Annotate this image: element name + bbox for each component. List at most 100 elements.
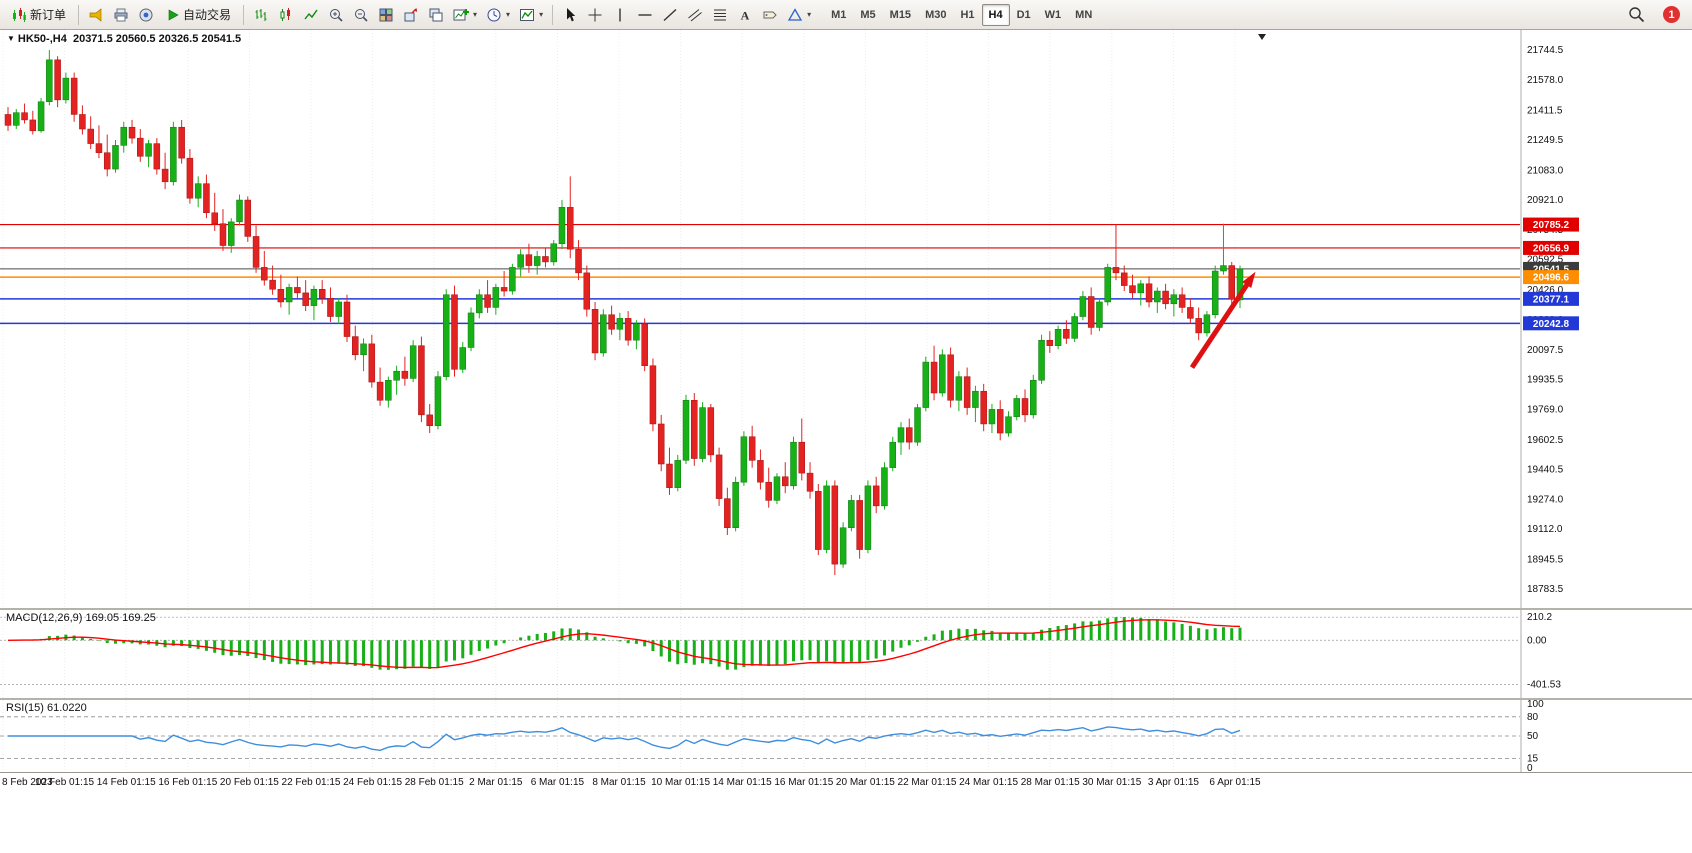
vertical-line-button[interactable] xyxy=(608,3,632,27)
arrange-windows-button[interactable] xyxy=(399,3,423,27)
timeframe-button-M15[interactable]: M15 xyxy=(889,8,912,21)
text-label-button[interactable] xyxy=(758,3,782,27)
price-scale-label: 21744.5 xyxy=(1527,45,1564,56)
arrow-shapes-icon xyxy=(787,7,803,21)
timeframe-button-M30[interactable]: M30 xyxy=(925,8,947,21)
toolbar-separator xyxy=(552,4,554,25)
channel-icon xyxy=(688,8,702,21)
vertical-gridlines xyxy=(2,610,1236,698)
indicators-icon xyxy=(520,8,535,21)
time-label: 8 Feb 2023 xyxy=(2,777,53,788)
time-label: 8 Mar 01:15 xyxy=(592,777,646,788)
timeframe-button-H1[interactable]: H1 xyxy=(960,8,975,21)
channel-button[interactable] xyxy=(683,3,707,27)
level-lines[interactable] xyxy=(0,223,1520,325)
svg-text:20541.5: 20541.5 xyxy=(1533,264,1570,275)
svg-text:20377.1: 20377.1 xyxy=(1533,294,1570,305)
time-label: 3 Apr 01:15 xyxy=(1147,777,1199,788)
timeframe-button-M5[interactable]: M5 xyxy=(860,8,876,21)
time-label: 22 Mar 01:15 xyxy=(897,777,957,788)
price-scale-label: 20592.5 xyxy=(1527,255,1564,266)
timeframe-button-M1[interactable]: M1 xyxy=(831,8,847,21)
line-chart-icon xyxy=(304,9,318,19)
timeframe-button-W1[interactable]: W1 xyxy=(1044,8,1062,21)
price-scale-label: 21578.0 xyxy=(1527,75,1564,86)
bar-chart-button[interactable] xyxy=(249,3,273,27)
toolbar-separator xyxy=(78,4,80,25)
fibonacci-icon xyxy=(714,9,727,20)
time-label: 14 Feb 01:15 xyxy=(96,777,156,788)
symbol-dropdown-icon[interactable]: ▼ xyxy=(7,34,15,43)
text-label-icon xyxy=(763,11,777,18)
new-order-label: 新订单 xyxy=(30,8,67,22)
cascade-windows-button[interactable] xyxy=(424,3,448,27)
sound-button[interactable] xyxy=(84,3,108,27)
zoom-out-button[interactable] xyxy=(349,3,373,27)
new-chart-icon xyxy=(453,8,470,20)
time-label: 6 Apr 01:15 xyxy=(1209,777,1261,788)
new-order-icon xyxy=(13,7,26,22)
chart-header[interactable]: ▼ HK50-,H4 20371.5 20560.5 20326.5 20541.… xyxy=(7,33,241,45)
macd-scale-label: -401.53 xyxy=(1527,679,1561,690)
horizontal-line-button[interactable] xyxy=(633,3,657,27)
price-scale-label: 19769.0 xyxy=(1527,405,1564,416)
timeframe-button-D1[interactable]: D1 xyxy=(1016,8,1031,21)
speaker-icon xyxy=(139,8,153,21)
vertical-gridlines xyxy=(2,30,1236,608)
svg-text:20785.2: 20785.2 xyxy=(1533,220,1570,231)
macd-scale-label: 0.00 xyxy=(1527,635,1547,646)
auto-trading-button[interactable]: 自动交易 xyxy=(159,3,238,27)
tile-windows-button[interactable] xyxy=(374,3,398,27)
periods-button[interactable]: ▾ xyxy=(482,3,514,27)
time-label: 6 Mar 01:15 xyxy=(530,777,585,788)
main-chart[interactable]: 21744.5 21578.0 21411.5 21249.5 21083.0 20921… xyxy=(0,30,1692,608)
time-axis[interactable]: 8 Feb 2023 10 Feb 01:15 14 Feb 01:15 16 Feb… xyxy=(0,772,1692,792)
price-scale-label: 21411.5 xyxy=(1527,106,1563,117)
timeframe-button-H4[interactable]: H4 xyxy=(981,3,1010,26)
shapes-button[interactable]: ▾ xyxy=(783,3,815,27)
macd-panel[interactable]: 210.2 0.00 -401.53 xyxy=(0,610,1692,698)
panel-splitter[interactable] xyxy=(0,608,1692,610)
svg-text:20496.6: 20496.6 xyxy=(1533,273,1570,284)
chevron-down-icon: ▾ xyxy=(539,9,544,19)
time-label: 20 Feb 01:15 xyxy=(219,777,279,788)
cursor-button[interactable] xyxy=(558,3,582,27)
chevron-down-icon: ▾ xyxy=(807,9,812,19)
new-chart-button[interactable]: ▾ xyxy=(449,3,481,27)
notification-badge[interactable]: 1 xyxy=(1663,6,1680,23)
macd-scale-label: 210.2 xyxy=(1527,612,1552,623)
line-chart-button[interactable] xyxy=(299,3,323,27)
rsi-scale-label: 50 xyxy=(1527,731,1539,742)
rsi-panel[interactable]: 100 80 50 150 xyxy=(0,700,1692,772)
search-button[interactable] xyxy=(1624,3,1649,27)
price-scale-label: 20097.5 xyxy=(1527,345,1564,356)
rsi-indicator-label: RSI(15) 61.0220 xyxy=(6,702,87,714)
chevron-down-icon: ▾ xyxy=(506,9,511,19)
candlestick-chart-button[interactable] xyxy=(274,3,298,27)
speaker-button[interactable] xyxy=(134,3,158,27)
new-order-button[interactable]: 新订单 xyxy=(4,3,73,27)
crosshair-button[interactable] xyxy=(583,3,607,27)
series-end-marker xyxy=(1258,34,1266,40)
zoom-in-button[interactable] xyxy=(324,3,348,27)
price-scale-label: 18783.5 xyxy=(1527,584,1564,595)
price-scale-label: 19602.5 xyxy=(1527,435,1564,446)
arrange-windows-icon xyxy=(404,7,418,21)
svg-text:20242.8: 20242.8 xyxy=(1533,319,1570,330)
clock-icon xyxy=(487,8,501,21)
chevron-down-icon: ▾ xyxy=(473,9,478,19)
indicators-button[interactable]: ▾ xyxy=(515,3,547,27)
zoom-in-icon xyxy=(330,8,343,22)
text-button[interactable]: A xyxy=(733,3,757,27)
trendline-button[interactable] xyxy=(658,3,682,27)
print-button[interactable] xyxy=(109,3,133,27)
trendline-icon xyxy=(663,8,677,21)
panel-splitter[interactable] xyxy=(0,698,1692,700)
fibonacci-button[interactable] xyxy=(708,3,732,27)
price-badge-20785.2 xyxy=(1523,217,1579,232)
timeframe-button-MN[interactable]: MN xyxy=(1075,8,1093,21)
time-label: 28 Feb 01:15 xyxy=(404,777,464,788)
trend-arrow[interactable] xyxy=(1189,278,1253,369)
time-label: 2 Mar 01:15 xyxy=(469,777,523,788)
